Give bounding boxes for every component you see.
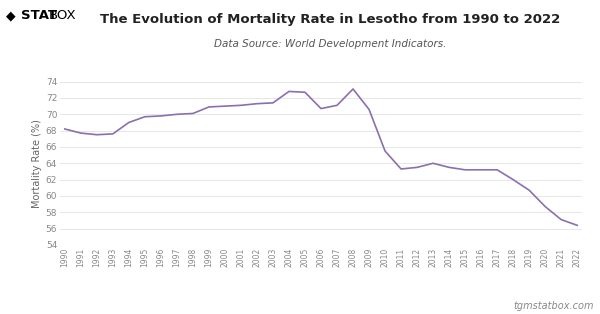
Text: tgmstatbox.com: tgmstatbox.com	[514, 301, 594, 311]
Text: ◆: ◆	[6, 9, 20, 22]
Y-axis label: Mortality Rate (%): Mortality Rate (%)	[32, 119, 41, 208]
Text: BOX: BOX	[49, 9, 77, 22]
Text: STAT: STAT	[21, 9, 57, 22]
Text: The Evolution of Mortality Rate in Lesotho from 1990 to 2022: The Evolution of Mortality Rate in Lesot…	[100, 13, 560, 25]
Text: Data Source: World Development Indicators.: Data Source: World Development Indicator…	[214, 39, 446, 49]
